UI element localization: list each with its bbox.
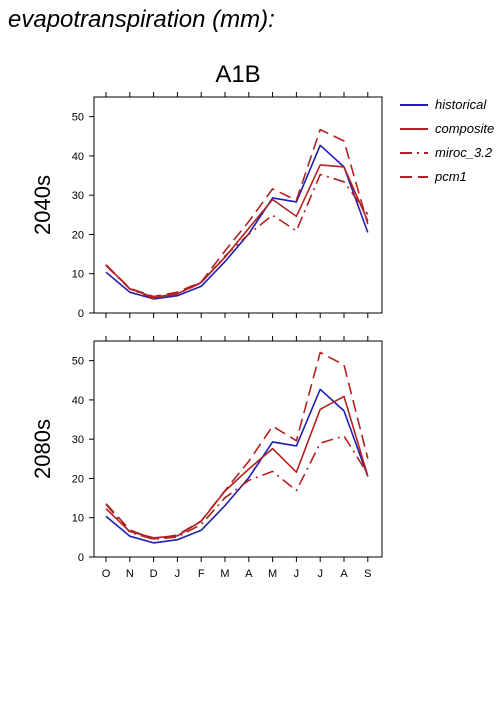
y-tick-label: 40	[72, 151, 84, 163]
series-line-composite	[105, 164, 369, 299]
legend-label-historical: historical	[435, 97, 487, 112]
x-tick-label: D	[150, 568, 158, 580]
series-line-pcm1	[105, 351, 369, 540]
y-tick-label: 50	[72, 356, 84, 368]
x-tick-label: S	[364, 568, 371, 580]
y-tick-label: 30	[72, 434, 84, 446]
y-tick-label: 20	[72, 473, 84, 485]
x-tick-label: J	[294, 568, 300, 580]
x-tick-label: J	[317, 568, 323, 580]
legend-label-miroc_3.2: miroc_3.2	[435, 145, 493, 160]
legend-label-composite: composite	[435, 121, 494, 136]
x-tick-label: N	[126, 568, 134, 580]
x-tick-label: J	[175, 568, 181, 580]
series-line-historical	[105, 144, 369, 300]
y-tick-label: 10	[72, 269, 84, 281]
y-tick-label: 40	[72, 395, 84, 407]
series-line-miroc_3.2	[105, 435, 369, 541]
x-tick-label: F	[198, 568, 205, 580]
x-tick-label: A	[245, 568, 253, 580]
x-tick-label: M	[220, 568, 229, 580]
page-title: evapotranspiration (mm):	[8, 6, 275, 33]
series-line-pcm1	[105, 128, 369, 298]
plot-frame	[93, 96, 383, 314]
row-label-2040s: 2040s	[30, 175, 55, 235]
row-label-2080s: 2080s	[30, 419, 55, 479]
y-tick-label: 20	[72, 229, 84, 241]
scenario-title: A1B	[215, 61, 260, 88]
y-tick-label: 0	[78, 308, 84, 320]
series-line-miroc_3.2	[105, 173, 369, 300]
x-tick-label: A	[340, 568, 348, 580]
x-tick-label: O	[102, 568, 111, 580]
legend-label-pcm1: pcm1	[434, 169, 467, 184]
y-tick-label: 50	[72, 112, 84, 124]
x-tick-label: M	[268, 568, 277, 580]
series-line-composite	[105, 395, 369, 539]
series-line-historical	[105, 388, 369, 544]
y-tick-label: 0	[78, 552, 84, 564]
y-tick-label: 10	[72, 513, 84, 525]
plot-frame	[93, 340, 383, 558]
y-tick-label: 30	[72, 190, 84, 202]
